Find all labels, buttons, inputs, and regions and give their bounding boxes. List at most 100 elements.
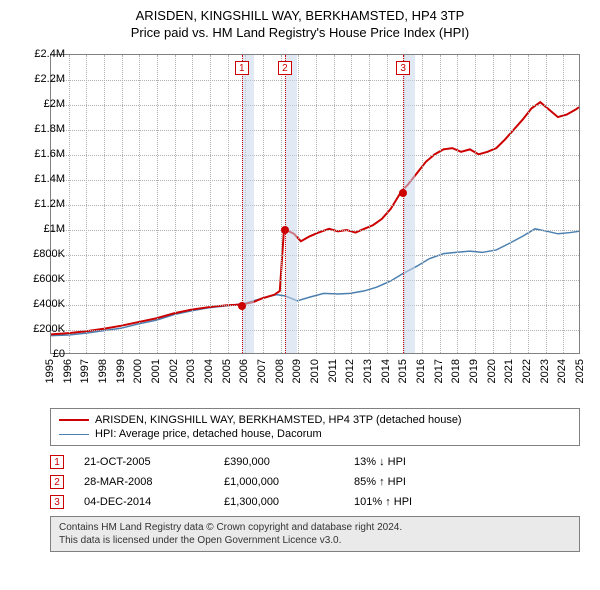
x-axis-label: 2022 [521, 359, 533, 383]
gridline-v [210, 55, 211, 353]
sales-row-price: £1,000,000 [224, 476, 334, 488]
y-axis-label: £600K [15, 273, 65, 285]
gridline-v [298, 55, 299, 353]
x-axis-label: 2016 [415, 359, 427, 383]
sales-row: 228-MAR-2008£1,000,00085% ↑ HPI [50, 472, 580, 492]
sales-row-date: 21-OCT-2005 [84, 456, 204, 468]
y-axis-label: £2M [15, 98, 65, 110]
y-axis-label: £1.2M [15, 198, 65, 210]
sale-point [399, 189, 407, 197]
gridline-v [475, 55, 476, 353]
x-axis-label: 2020 [486, 359, 498, 383]
gridline-v [422, 55, 423, 353]
gridline-v [457, 55, 458, 353]
x-axis-label: 2023 [539, 359, 551, 383]
x-axis-label: 1996 [62, 359, 74, 383]
sale-band [403, 55, 415, 353]
x-axis-label: 2002 [168, 359, 180, 383]
x-axis-label: 2011 [327, 359, 339, 383]
x-axis-label: 1995 [44, 359, 56, 383]
x-axis-label: 2004 [203, 359, 215, 383]
x-axis-label: 2005 [221, 359, 233, 383]
gridline-v [316, 55, 317, 353]
x-axis-label: 2025 [574, 359, 586, 383]
gridline-v [528, 55, 529, 353]
series-layer [51, 55, 579, 353]
legend-row: HPI: Average price, detached house, Daco… [59, 427, 571, 441]
y-axis-label: £1.4M [15, 173, 65, 185]
gridline-v [122, 55, 123, 353]
plot-area: 123 [50, 54, 580, 354]
title-block: ARISDEN, KINGSHILL WAY, BERKHAMSTED, HP4… [0, 0, 600, 44]
y-axis-label: £400K [15, 298, 65, 310]
attribution: Contains HM Land Registry data © Crown c… [50, 516, 580, 552]
gridline-v [104, 55, 105, 353]
series-hpi [51, 229, 579, 336]
x-axis-label: 2024 [556, 359, 568, 383]
gridline-v [546, 55, 547, 353]
sales-row-date: 28-MAR-2008 [84, 476, 204, 488]
attribution-line2: This data is licensed under the Open Gov… [59, 534, 571, 547]
sale-badge: 3 [396, 61, 410, 75]
gridline-v [563, 55, 564, 353]
sales-row-delta: 101% ↑ HPI [354, 496, 464, 508]
y-axis-label: £0 [15, 348, 65, 360]
gridline-v [157, 55, 158, 353]
x-axis-label: 1997 [79, 359, 91, 383]
gridline-v [175, 55, 176, 353]
x-axis-label: 2014 [380, 359, 392, 383]
gridline-v [387, 55, 388, 353]
x-axis-label: 2017 [433, 359, 445, 383]
y-axis-label: £800K [15, 248, 65, 260]
gridline-v [69, 55, 70, 353]
x-axis-label: 2007 [256, 359, 268, 383]
sales-list: 121-OCT-2005£390,00013% ↓ HPI228-MAR-200… [50, 452, 580, 512]
gridline-h [51, 255, 579, 256]
x-axis-label: 2018 [450, 359, 462, 383]
gridline-h [51, 80, 579, 81]
legend: ARISDEN, KINGSHILL WAY, BERKHAMSTED, HP4… [50, 408, 580, 446]
gridline-v [263, 55, 264, 353]
legend-swatch [59, 434, 89, 435]
sales-row-price: £390,000 [224, 456, 334, 468]
y-axis-label: £1M [15, 223, 65, 235]
legend-swatch [59, 419, 89, 421]
gridline-v [86, 55, 87, 353]
gridline-v [510, 55, 511, 353]
x-axis-label: 2000 [132, 359, 144, 383]
x-axis-label: 2001 [150, 359, 162, 383]
gridline-h [51, 230, 579, 231]
gridline-h [51, 155, 579, 156]
sales-row-badge: 1 [50, 455, 64, 469]
gridline-h [51, 280, 579, 281]
gridline-v [440, 55, 441, 353]
sales-row-date: 04-DEC-2014 [84, 496, 204, 508]
x-axis-label: 2012 [344, 359, 356, 383]
gridline-v [228, 55, 229, 353]
x-axis-label: 1998 [97, 359, 109, 383]
x-axis-label: 1999 [115, 359, 127, 383]
y-axis-label: £1.8M [15, 123, 65, 135]
x-axis-label: 2006 [238, 359, 250, 383]
x-axis-label: 2008 [274, 359, 286, 383]
x-axis-label: 2021 [503, 359, 515, 383]
y-axis-label: £200K [15, 323, 65, 335]
legend-label: HPI: Average price, detached house, Daco… [95, 428, 322, 440]
gridline-v [493, 55, 494, 353]
gridline-v [351, 55, 352, 353]
sales-row-badge: 3 [50, 495, 64, 509]
x-axis-label: 2009 [291, 359, 303, 383]
gridline-h [51, 105, 579, 106]
page-root: ARISDEN, KINGSHILL WAY, BERKHAMSTED, HP4… [0, 0, 600, 552]
attribution-line1: Contains HM Land Registry data © Crown c… [59, 521, 571, 534]
chart: 123 £0£200K£400K£600K£800K£1M£1.2M£1.4M£… [0, 44, 600, 404]
sale-badge: 2 [278, 61, 292, 75]
gridline-h [51, 305, 579, 306]
legend-row: ARISDEN, KINGSHILL WAY, BERKHAMSTED, HP4… [59, 413, 571, 427]
title-sub: Price paid vs. HM Land Registry's House … [10, 25, 590, 40]
gridline-v [281, 55, 282, 353]
gridline-v [192, 55, 193, 353]
gridline-v [369, 55, 370, 353]
gridline-h [51, 130, 579, 131]
y-axis-label: £2.2M [15, 73, 65, 85]
